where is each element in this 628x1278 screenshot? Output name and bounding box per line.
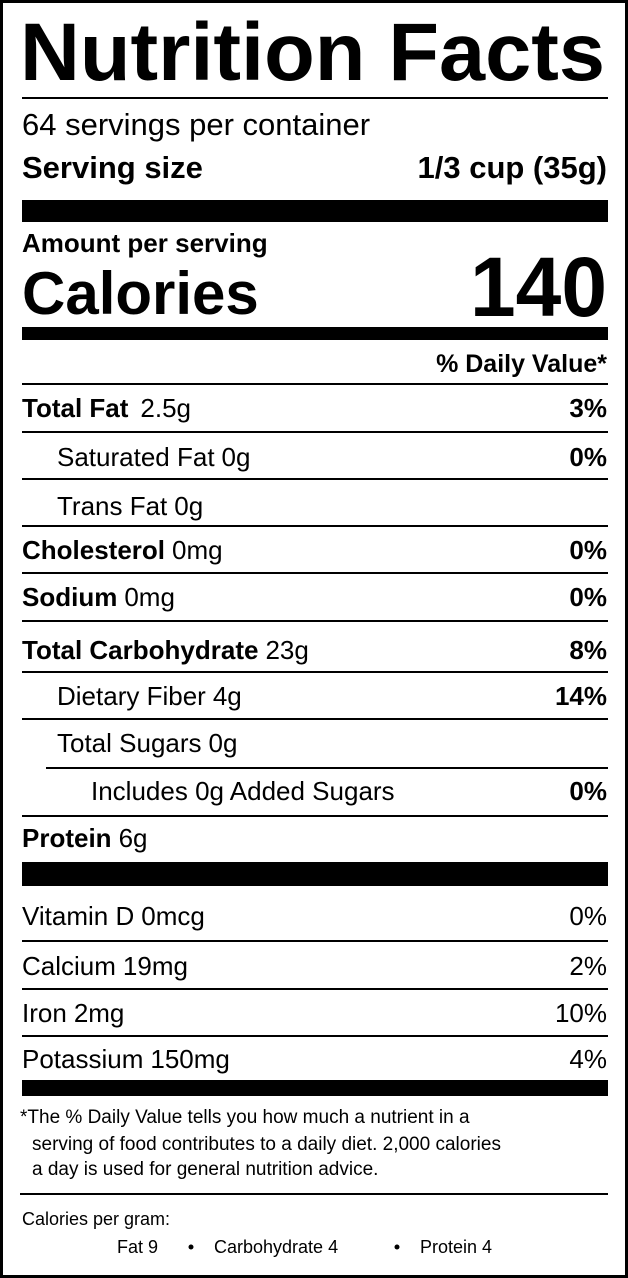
nutrient-amount: 0g	[209, 728, 238, 758]
nutrient-row: Saturated Fat 0g	[57, 442, 250, 472]
vitamin-row: Potassium 150mg	[22, 1044, 230, 1074]
nutrient-name: Includes 0g Added Sugars	[91, 776, 395, 806]
footnote-line: a day is used for general nutrition advi…	[32, 1159, 378, 1180]
nutrient-dv: 0%	[569, 582, 607, 612]
daily-value-header: % Daily Value*	[436, 350, 607, 378]
vitamin-amount: 150mg	[150, 1044, 230, 1074]
rule	[22, 525, 608, 527]
nutrient-amount: 23g	[265, 635, 308, 665]
bullet	[188, 1244, 194, 1250]
nutrient-row: Total Sugars 0g	[57, 728, 237, 758]
nutrient-name: Dietary Fiber	[57, 681, 206, 711]
nutrient-amount: 0g	[174, 491, 203, 521]
vitamin-row: Vitamin D 0mcg	[22, 901, 205, 931]
nutrient-row: Trans Fat 0g	[57, 491, 203, 521]
nutrient-name: Protein	[22, 823, 112, 853]
nutrient-amount: 0mg	[124, 582, 175, 612]
calories-label: Calories	[22, 260, 259, 327]
vitamin-name: Vitamin D	[22, 901, 134, 931]
vitamin-dv: 10%	[555, 998, 607, 1028]
rule	[22, 940, 608, 942]
amount-per-serving: Amount per serving	[22, 228, 268, 258]
calories-per-gram-label: Calories per gram:	[22, 1209, 170, 1229]
vitamin-amount: 0mcg	[141, 901, 205, 931]
rule	[22, 988, 608, 990]
nutrient-dv: 8%	[569, 635, 607, 665]
nutrient-amount: 2.5g	[140, 393, 191, 423]
footnote-line: *The % Daily Value tells you how much a …	[20, 1107, 470, 1128]
nutrient-name: Sodium	[22, 582, 117, 612]
vitamin-amount: 19mg	[123, 951, 188, 981]
calories-per-gram-item: Protein 4	[420, 1237, 492, 1257]
nutrient-dv: 14%	[555, 681, 607, 711]
nutrient-amount: 0mg	[172, 535, 223, 565]
nutrient-name: Saturated Fat	[57, 442, 215, 472]
nutrient-dv: 0%	[569, 442, 607, 472]
vitamin-dv: 4%	[569, 1044, 607, 1074]
nutrient-dv: 3%	[569, 393, 607, 423]
nutrient-amount: 0g	[222, 442, 251, 472]
rule	[22, 431, 608, 433]
vitamin-row: Calcium 19mg	[22, 951, 188, 981]
thick-bar	[22, 862, 608, 886]
nutrient-name: Cholesterol	[22, 535, 165, 565]
rule	[20, 1193, 608, 1195]
calories-per-gram-item: Carbohydrate 4	[214, 1237, 338, 1257]
rule	[22, 97, 608, 99]
nutrient-name: Total Fat	[22, 393, 129, 423]
vitamin-dv: 2%	[569, 951, 607, 981]
nutrient-name: Total Carbohydrate	[22, 635, 258, 665]
vitamin-name: Iron	[22, 998, 67, 1028]
rule	[22, 572, 608, 574]
vitamin-dv: 0%	[569, 901, 607, 931]
rule	[22, 620, 608, 622]
nutrient-row: Protein 6g	[22, 823, 148, 853]
nutrient-amount: 6g	[119, 823, 148, 853]
vitamin-row: Iron 2mg	[22, 998, 124, 1028]
serving-size-label: Serving size	[22, 150, 203, 185]
nutrient-dv: 0%	[569, 776, 607, 806]
thick-bar	[22, 200, 608, 222]
nutrient-name: Total Sugars	[57, 728, 202, 758]
nutrient-row: Dietary Fiber 4g	[57, 681, 242, 711]
nutrient-row: Cholesterol 0mg	[22, 535, 223, 565]
rule	[22, 671, 608, 673]
nutrient-row: Sodium 0mg	[22, 582, 175, 612]
title: Nutrition Facts	[20, 7, 605, 98]
vitamin-name: Calcium	[22, 951, 116, 981]
medium-bar	[22, 327, 608, 340]
footnote-line: serving of food contributes to a daily d…	[32, 1134, 501, 1155]
calories-per-gram-item: Fat 9	[117, 1237, 158, 1257]
rule	[22, 478, 608, 480]
rule	[22, 718, 608, 720]
nutrient-amount: 4g	[213, 681, 242, 711]
vitamin-name: Potassium	[22, 1044, 143, 1074]
rule	[22, 815, 608, 817]
nutrient-dv: 0%	[569, 535, 607, 565]
rule	[22, 383, 608, 385]
bullet	[394, 1244, 400, 1250]
vitamin-amount: 2mg	[74, 998, 125, 1028]
serving-size-value: 1/3 cup (35g)	[418, 150, 608, 185]
nutrient-row: Total Carbohydrate 23g	[22, 635, 309, 665]
nutrient-name: Trans Fat	[57, 491, 168, 521]
rule	[22, 1035, 608, 1037]
rule	[46, 767, 608, 769]
nutrient-row: Total Fat 2.5g	[22, 393, 191, 423]
medium-bar	[22, 1080, 608, 1096]
calories-value: 140	[470, 240, 607, 334]
servings: 64 servings per container	[22, 107, 370, 142]
